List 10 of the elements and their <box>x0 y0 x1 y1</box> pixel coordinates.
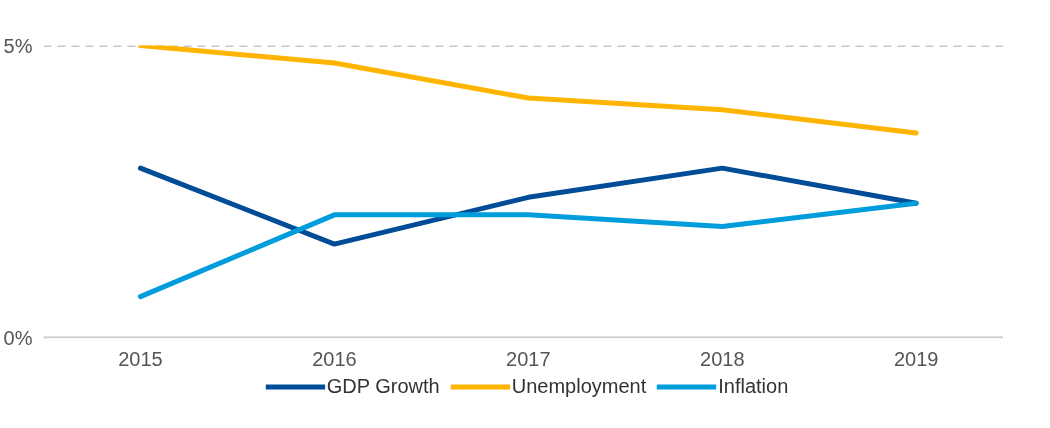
legend-label: Inflation <box>718 374 789 398</box>
x-tick-label: 2017 <box>506 347 551 370</box>
x-tick-label: 2018 <box>700 347 745 370</box>
x-tick-label: 2019 <box>893 347 939 370</box>
legend-label: GDP Growth <box>326 374 440 398</box>
x-tick-label: 2015 <box>118 347 163 370</box>
legend-label: Unemployment <box>511 374 647 398</box>
y-tick-label: 0% <box>3 326 33 349</box>
y-tick-label: 5% <box>3 34 33 57</box>
x-tick-label: 2016 <box>312 347 357 370</box>
